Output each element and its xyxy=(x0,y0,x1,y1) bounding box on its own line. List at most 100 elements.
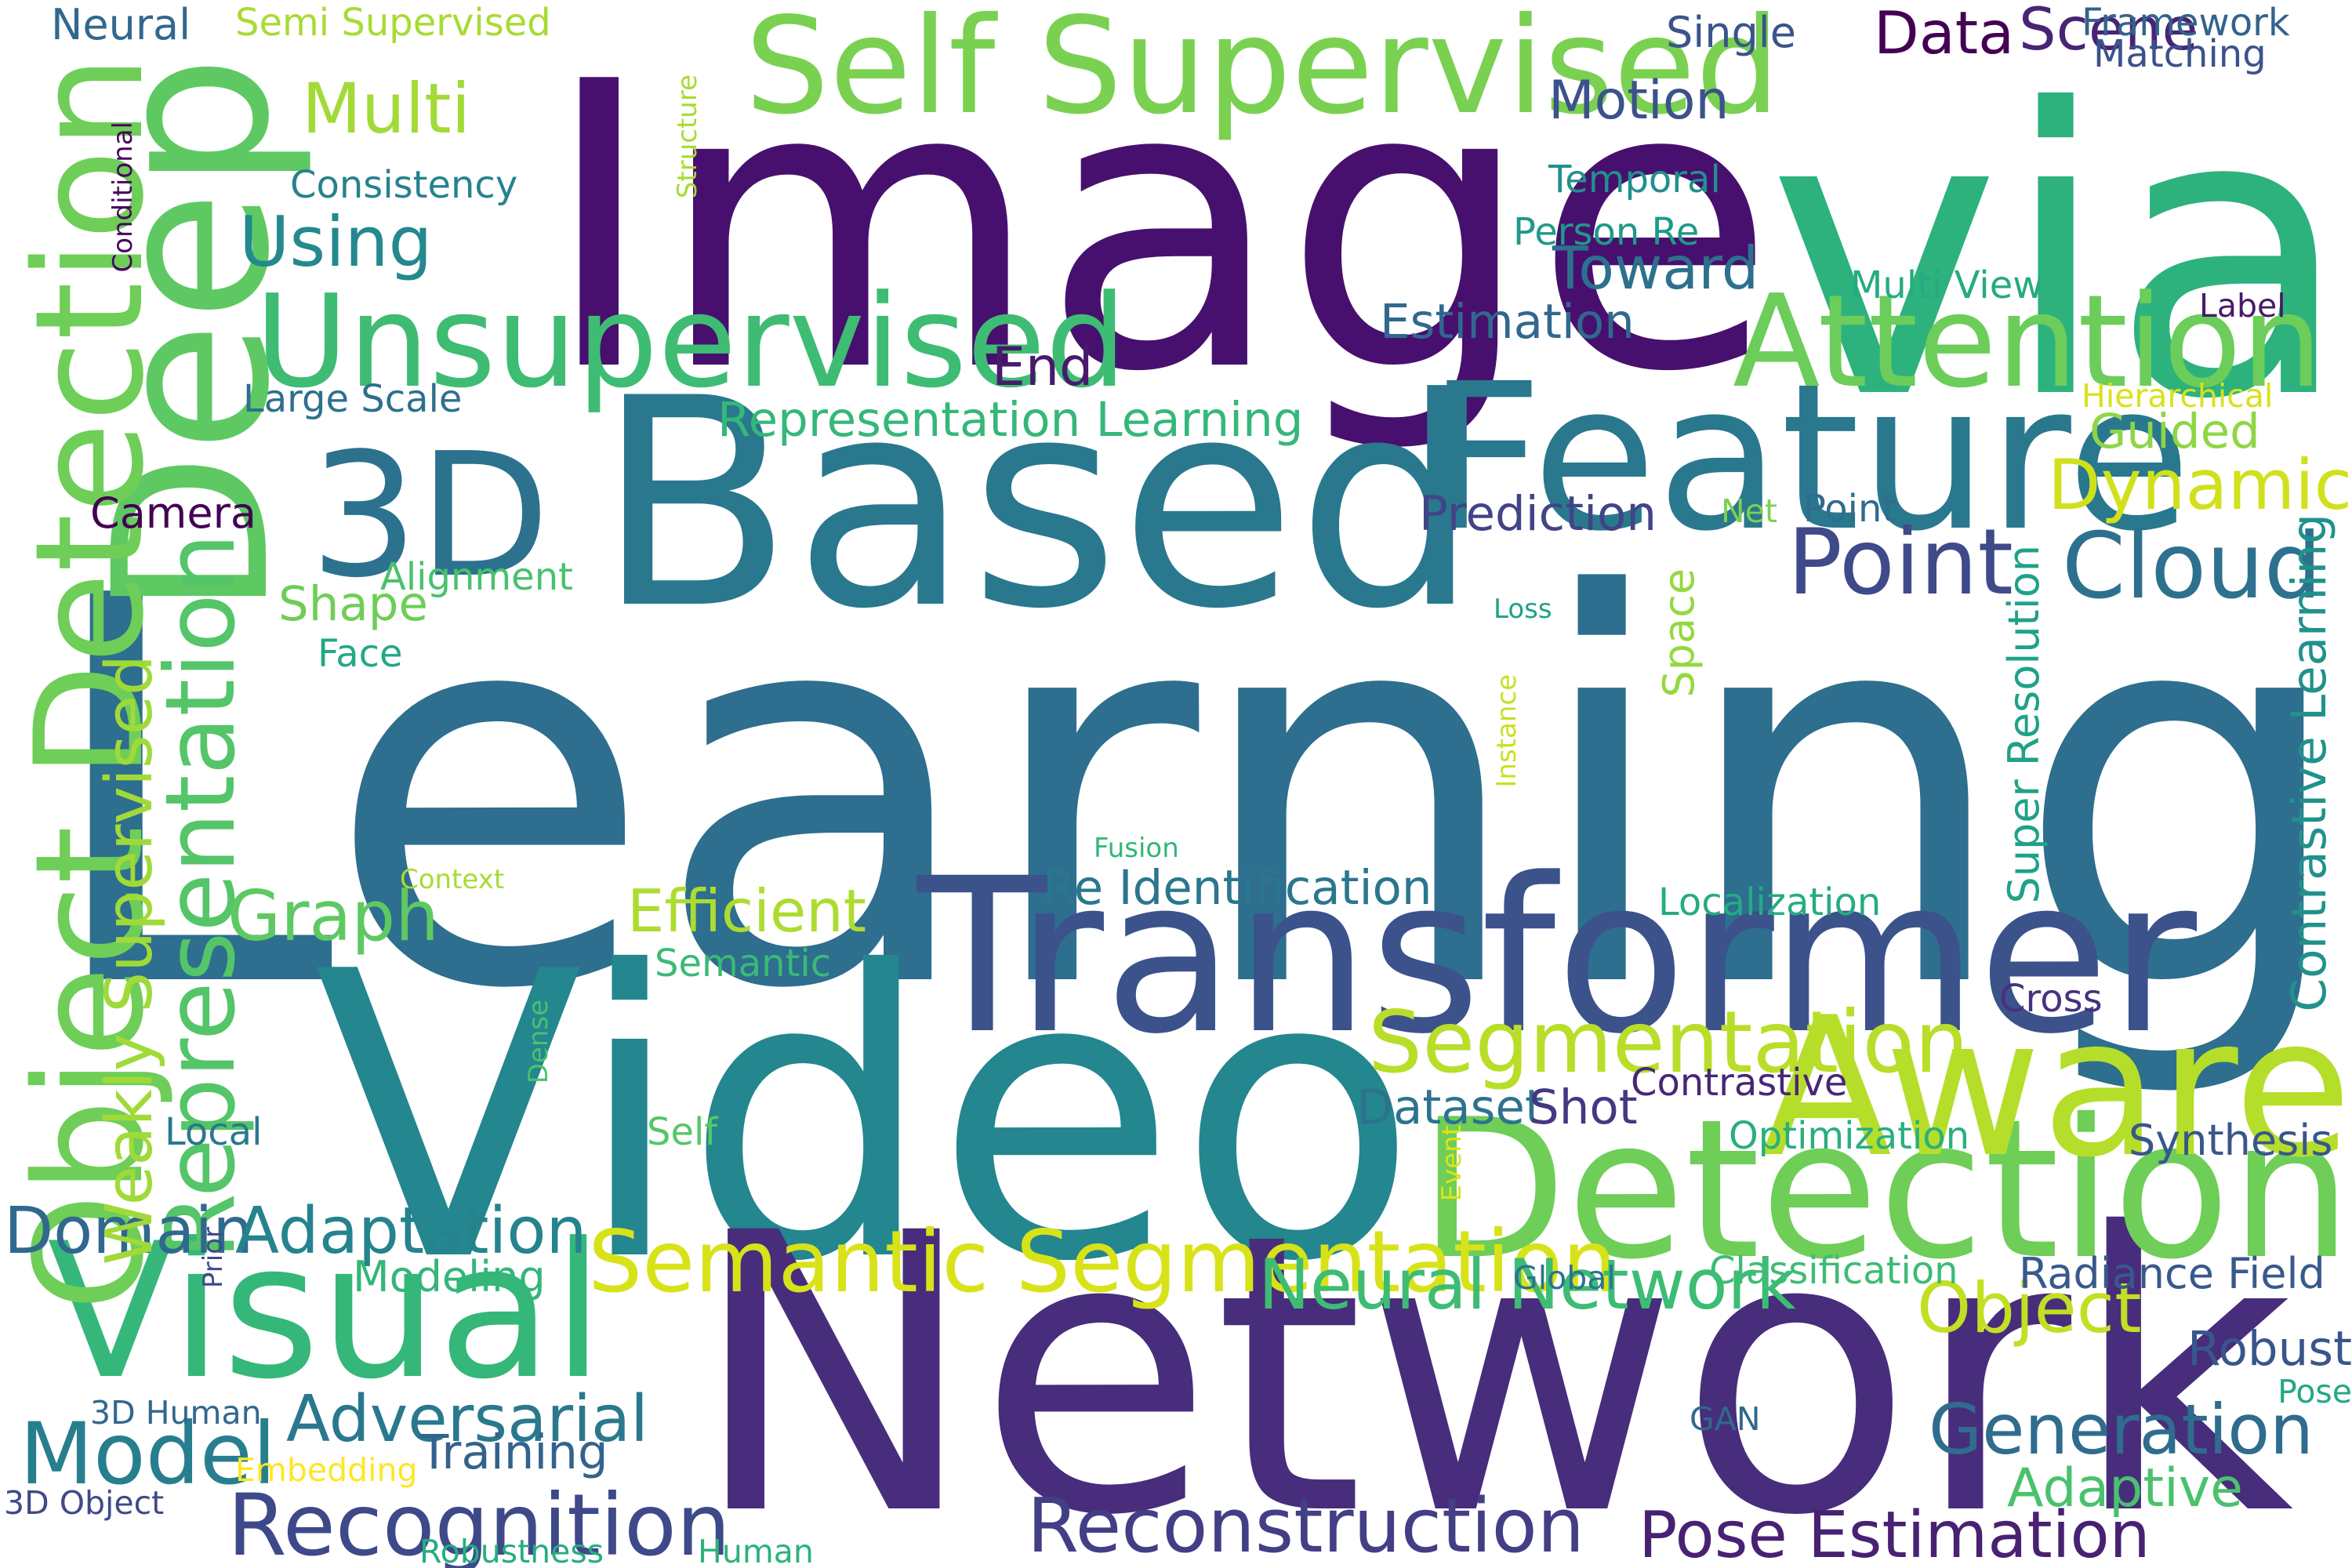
word-adaptation: Adaptation xyxy=(235,1194,587,1269)
word-unsupervised: Unsupervised xyxy=(255,268,1127,416)
word-label: Label xyxy=(2199,287,2286,325)
word-contrastive-learning: Contrastive Learning xyxy=(2281,514,2337,1012)
word-neural: Neural xyxy=(51,0,191,49)
word-framework: Framework xyxy=(2082,1,2290,45)
word-model: Model xyxy=(20,1404,277,1504)
word-toward: Toward xyxy=(1552,234,1759,303)
word-dense: Dense xyxy=(523,1000,554,1084)
word-shot: Shot xyxy=(1529,1080,1638,1135)
word-domain: Domain xyxy=(4,1194,254,1269)
word-local: Local xyxy=(165,1110,263,1154)
word-optimization: Optimization xyxy=(1729,1114,1970,1158)
word-dataset: Dataset xyxy=(1356,1080,1544,1135)
word-human: Human xyxy=(698,1533,814,1568)
word-multi-view: Multi View xyxy=(1850,263,2044,307)
word-training: Training xyxy=(419,1425,608,1480)
word-semantic-segmentation: Semantic Segmentation xyxy=(588,1212,1617,1312)
word-gan: GAN xyxy=(1690,1400,1761,1438)
word-scene: Scene xyxy=(2019,0,2198,64)
word-localization: Localization xyxy=(1658,880,1882,924)
word-multi: Multi xyxy=(302,68,471,149)
word-network: Network xyxy=(690,1152,2294,1568)
word-consistency: Consistency xyxy=(290,163,518,207)
word-adversarial: Adversarial xyxy=(286,1382,648,1457)
word-prior: Prior xyxy=(198,1227,229,1289)
word-point-2: Point xyxy=(1803,487,1897,531)
word-embedding: Embedding xyxy=(235,1451,418,1489)
word-structure: Structure xyxy=(672,74,703,199)
word-graph: Graph xyxy=(227,876,439,956)
word-estimation: Estimation xyxy=(1380,294,1635,350)
word-person-re: Person Re xyxy=(1513,210,1700,254)
word-representation-learning: Representation Learning xyxy=(717,392,1304,448)
word-event: Event xyxy=(1436,1125,1468,1202)
word-fusion: Fusion xyxy=(1094,833,1179,864)
word-global: Global xyxy=(1513,1259,1616,1297)
word-temporal: Temporal xyxy=(1548,158,1721,201)
word-contrastive: Contrastive xyxy=(1631,1061,1848,1105)
word-radiance-field: Radiance Field xyxy=(2019,1249,2325,1298)
word-space: Space xyxy=(1654,568,1704,698)
word-reconstruction: Reconstruction xyxy=(1027,1483,1584,1568)
word-re-identification: Re Identification xyxy=(1043,860,1432,916)
word-cross: Cross xyxy=(1999,977,2103,1021)
word-using: Using xyxy=(239,201,433,282)
word-conditional: Conditional xyxy=(107,122,139,273)
word-via: via xyxy=(1767,26,2352,485)
word-face: Face xyxy=(318,632,403,676)
word-super-resolution: Super Resolution xyxy=(1999,545,2049,904)
word-instance: Instance xyxy=(1491,674,1523,788)
word-weakly-supervised: Weakly Supervised xyxy=(93,655,167,1265)
word-dynamic: Dynamic xyxy=(2047,445,2352,525)
word-net: Net xyxy=(1721,492,1777,530)
word-alignment: Alignment xyxy=(380,555,573,599)
word-feature: Feature xyxy=(1427,340,2191,575)
word-pose: Pose xyxy=(2278,1373,2352,1410)
word-self-supervised: Self Supervised xyxy=(745,0,1780,144)
word-guided: Guided xyxy=(2089,404,2260,459)
word-robustness: Robustness xyxy=(419,1533,604,1568)
word-hierarchical: Hierarchical xyxy=(2082,377,2274,415)
word-pose-estimation: Pose Estimation xyxy=(1639,1498,2151,1568)
word-synthesis: Synthesis xyxy=(2129,1116,2333,1165)
word-neural-network: Neural Network xyxy=(1258,1244,1796,1325)
word-context: Context xyxy=(400,864,505,895)
word-learning: Learning xyxy=(37,485,2352,1105)
word-modeling: Modeling xyxy=(353,1252,546,1301)
word-classification: Classification xyxy=(1709,1249,1958,1293)
word-recognition: Recognition xyxy=(227,1475,731,1568)
word-attention: Attention xyxy=(1733,268,2323,416)
word-segmentation: Segmentation xyxy=(1368,993,1969,1092)
word-efficient: Efficient xyxy=(627,877,867,946)
word-large-scale: Large Scale xyxy=(243,377,463,421)
word-self: Self xyxy=(647,1110,718,1154)
word-shape: Shape xyxy=(278,576,429,632)
word-semi-supervised: Semi Supervised xyxy=(235,1,551,45)
word-based: Based xyxy=(596,336,1479,672)
word-adaptive: Adaptive xyxy=(2007,1457,2243,1519)
word-motion: Motion xyxy=(1548,70,1730,132)
word-data: Data xyxy=(1874,0,2015,67)
word-image: Image xyxy=(541,0,1777,458)
word-video: Video xyxy=(314,888,1419,1348)
word-loss: Loss xyxy=(1494,593,1552,625)
word-robust: Robust xyxy=(2187,1321,2352,1377)
word-prediction: Prediction xyxy=(1419,486,1657,542)
word-detection: Detection xyxy=(1418,1078,2352,1301)
word-object: Object xyxy=(1917,1268,2142,1348)
word-single: Single xyxy=(1666,8,1797,57)
word-cloud: Cloud xyxy=(2062,514,2322,619)
word-visual: Visual xyxy=(47,1203,604,1421)
word-matching: Matching xyxy=(2093,32,2267,76)
word-transformer: Transformer xyxy=(917,833,2198,1081)
word-aware: Aware xyxy=(1760,976,2352,1200)
word-point: Point xyxy=(1788,510,2014,615)
word-3d: 3D xyxy=(310,417,550,615)
word-camera: Camera xyxy=(90,488,256,538)
word-semantic: Semantic xyxy=(655,942,832,985)
word-3d-object: 3D Object xyxy=(4,1484,165,1522)
word-3d-human: 3D Human xyxy=(90,1394,262,1432)
word-end: End xyxy=(992,336,1094,398)
word-generation: Generation xyxy=(1929,1389,2314,1470)
